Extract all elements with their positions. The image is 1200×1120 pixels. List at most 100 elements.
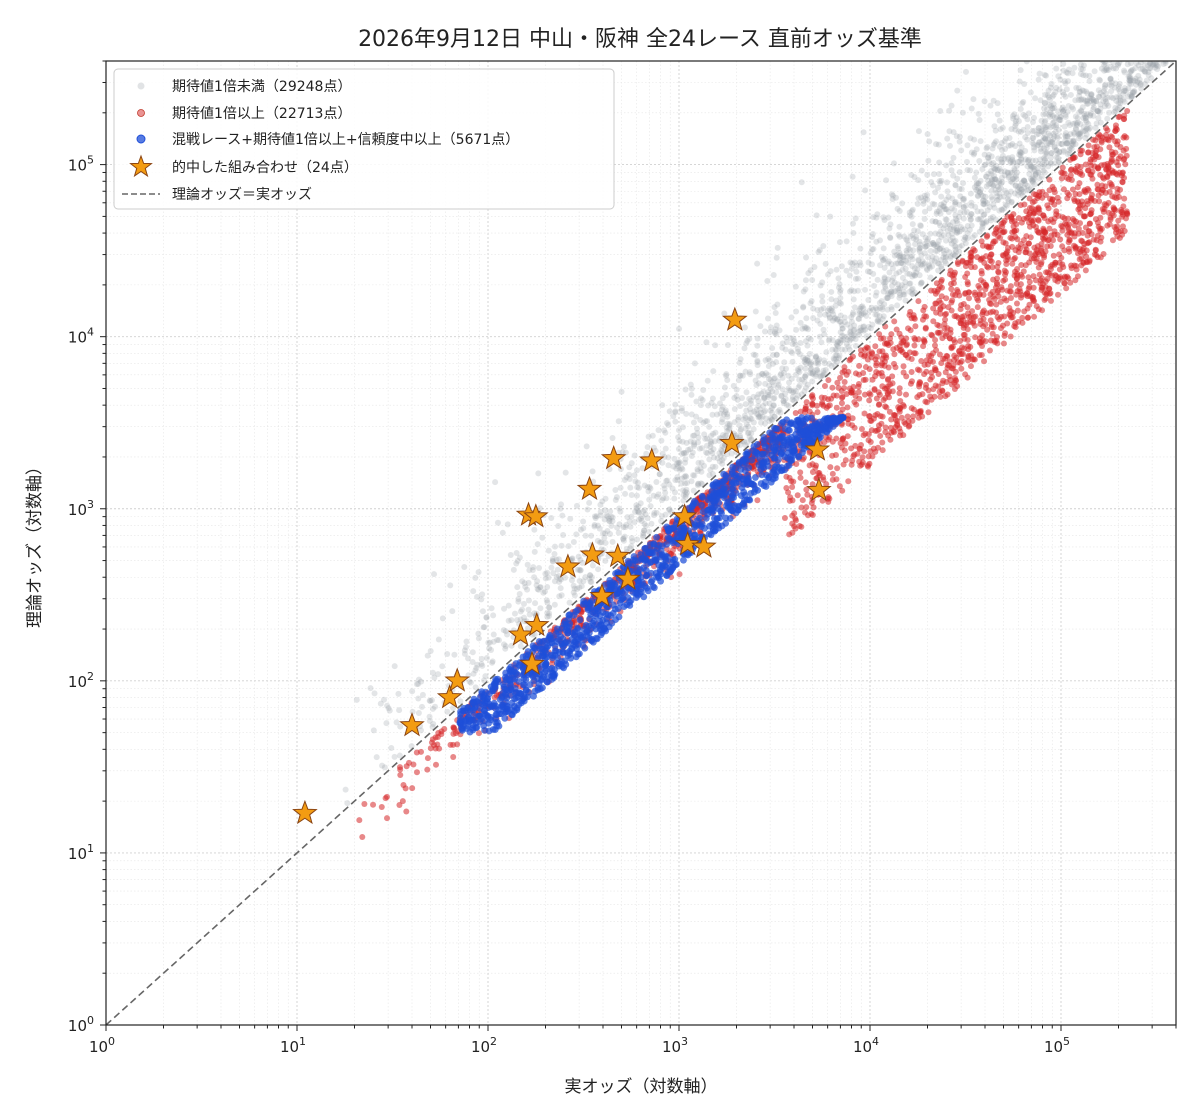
point-above-ev (1038, 286, 1045, 293)
point-below-ev (706, 472, 713, 479)
point-below-ev (870, 245, 877, 252)
point-below-ev (1146, 61, 1153, 66)
point-below-ev (675, 459, 682, 466)
point-below-ev (796, 376, 803, 383)
point-below-ev (571, 592, 578, 599)
point-below-ev (623, 545, 630, 552)
point-above-ev (1014, 307, 1021, 314)
point-below-ev (722, 409, 729, 416)
point-below-ev (826, 315, 833, 322)
point-above-ev (1103, 132, 1110, 139)
point-below-ev (628, 491, 635, 498)
point-below-ev (736, 422, 743, 429)
point-below-ev (656, 471, 663, 478)
point-below-ev (647, 485, 654, 492)
point-below-ev (687, 438, 694, 445)
point-below-ev (520, 600, 527, 607)
point-below-ev (1084, 100, 1091, 107)
point-above-ev (882, 424, 889, 431)
point-below-ev (500, 641, 507, 648)
point-below-ev (1017, 67, 1024, 74)
point-below-ev (1004, 169, 1011, 176)
point-below-ev (1024, 163, 1031, 170)
point-below-ev (1128, 93, 1135, 100)
point-below-ev (876, 237, 883, 244)
point-below-ev (388, 744, 395, 751)
point-below-ev (584, 506, 591, 513)
point-below-ev (942, 222, 949, 229)
point-below-ev (828, 296, 835, 303)
point-below-ev (998, 156, 1005, 163)
point-below-ev (1087, 124, 1094, 131)
point-below-ev (934, 241, 941, 248)
point-below-ev (949, 230, 956, 237)
point-below-ev (947, 222, 954, 229)
point-below-ev (775, 384, 782, 391)
point-below-ev (628, 460, 635, 467)
point-below-ev (1111, 84, 1118, 91)
point-below-ev (1008, 126, 1015, 133)
point-below-ev (698, 480, 705, 487)
point-below-ev (631, 452, 638, 459)
point-below-ev (536, 505, 543, 512)
point-below-ev (812, 353, 819, 360)
point-above-ev (370, 801, 377, 808)
point-below-ev (679, 450, 686, 457)
point-below-ev (912, 241, 919, 248)
point-below-ev (899, 266, 906, 273)
point-below-ev (858, 310, 865, 317)
point-below-ev (1107, 75, 1114, 82)
point-below-ev (682, 488, 689, 495)
point-below-ev (1080, 128, 1087, 135)
point-below-ev (1022, 134, 1029, 141)
point-below-ev (797, 319, 804, 326)
point-below-ev (931, 258, 938, 265)
point-above-ev (1046, 225, 1053, 232)
point-below-ev (966, 226, 973, 233)
point-below-ev (1040, 155, 1047, 162)
point-below-ev (758, 390, 765, 397)
point-below-ev (546, 604, 553, 611)
point-above-ev (396, 802, 403, 809)
point-below-ev (393, 719, 400, 726)
point-below-ev (764, 277, 771, 284)
point-below-ev (924, 171, 931, 178)
point-below-ev (778, 393, 785, 400)
point-below-ev (755, 402, 762, 409)
point-below-ev (695, 459, 702, 466)
point-below-ev (1031, 147, 1038, 154)
point-below-ev (1036, 138, 1043, 145)
point-below-ev (952, 201, 959, 208)
point-below-ev (1059, 104, 1066, 111)
point-below-ev (908, 172, 915, 179)
point-below-ev (432, 703, 439, 710)
point-above-ev (992, 238, 999, 245)
point-below-ev (602, 507, 609, 514)
point-below-ev (850, 296, 857, 303)
point-below-ev (1106, 109, 1113, 116)
point-below-ev (696, 445, 703, 452)
point-below-ev (896, 233, 903, 240)
point-below-ev (1047, 124, 1054, 131)
point-below-ev (737, 403, 744, 410)
point-below-ev (865, 297, 872, 304)
point-below-ev (457, 698, 464, 705)
point-below-ev (1075, 130, 1082, 137)
point-above-ev (937, 393, 944, 400)
point-below-ev (924, 196, 931, 203)
point-below-ev (946, 128, 953, 135)
point-below-ev (767, 407, 774, 414)
point-below-ev (1032, 157, 1039, 164)
point-below-ev (973, 187, 980, 194)
point-below-ev (980, 192, 987, 199)
point-below-ev (774, 378, 781, 385)
point-below-ev (1056, 149, 1063, 156)
point-below-ev (689, 449, 696, 456)
point-below-ev (724, 342, 731, 349)
point-below-ev (669, 485, 676, 492)
point-below-ev (594, 537, 601, 544)
point-below-ev (1020, 98, 1027, 105)
point-below-ev (885, 258, 892, 265)
point-below-ev (890, 288, 897, 295)
point-below-ev (915, 128, 922, 135)
